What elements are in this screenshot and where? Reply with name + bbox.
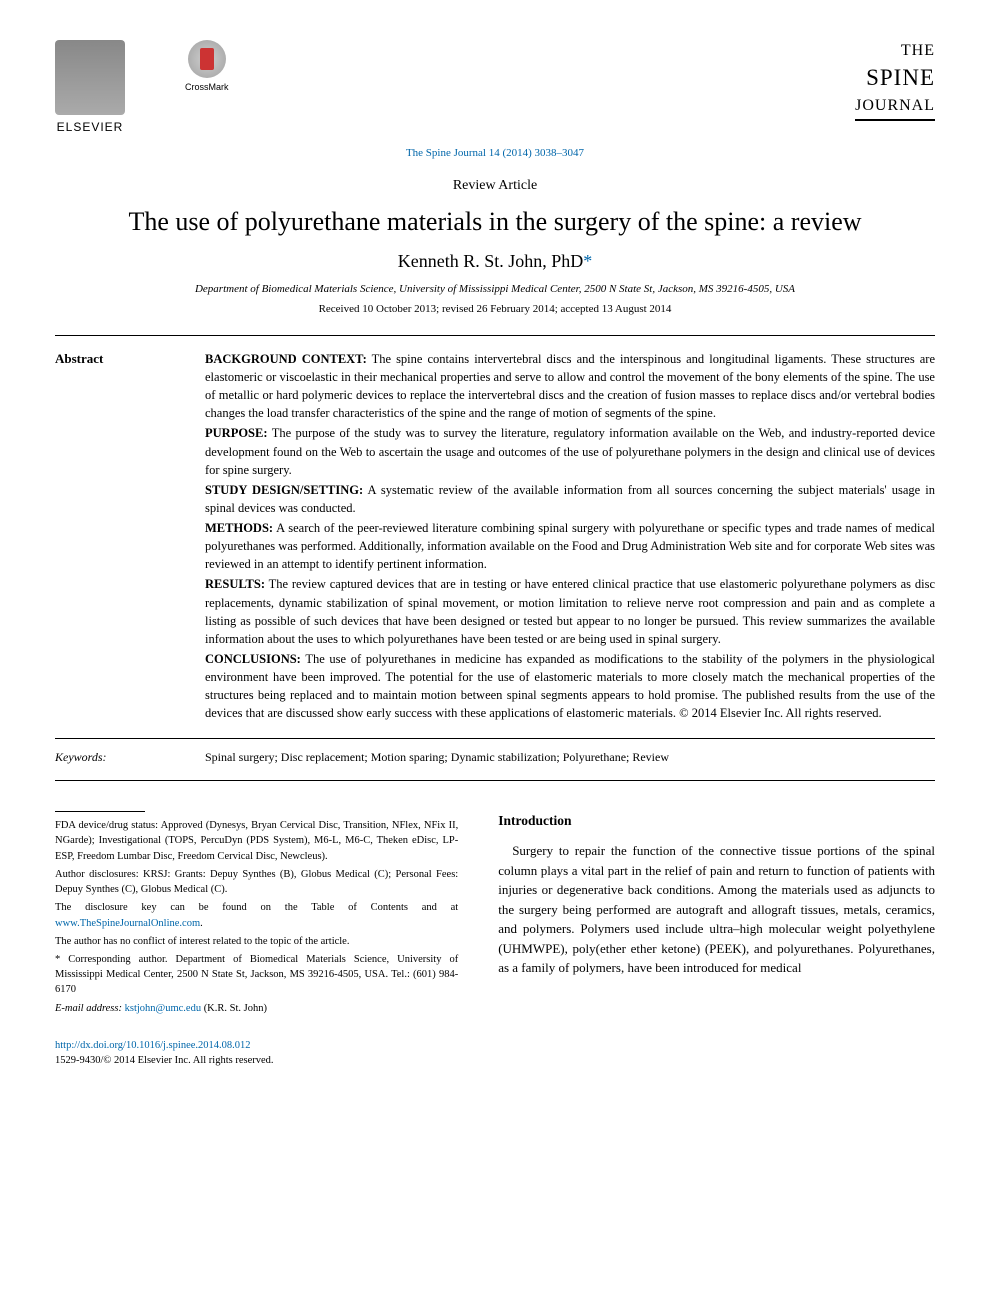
email-label: E-mail address: xyxy=(55,1003,125,1014)
article-type: Review Article xyxy=(55,176,935,196)
disclosure-key: The disclosure key can be found on the T… xyxy=(55,900,458,930)
keywords-label: Keywords: xyxy=(55,749,185,766)
rule-bottom xyxy=(55,780,935,781)
crossmark-badge[interactable]: CrossMark xyxy=(185,40,229,94)
author-line: Kenneth R. St. John, PhD* xyxy=(55,249,935,274)
corresponding-author: * Corresponding author. Department of Bi… xyxy=(55,952,458,998)
abstract-design: STUDY DESIGN/SETTING: A systematic revie… xyxy=(205,481,935,517)
email-post: (K.R. St. John) xyxy=(201,1003,267,1014)
doi-link[interactable]: http://dx.doi.org/10.1016/j.spinee.2014.… xyxy=(55,1039,935,1054)
keywords-content: Spinal surgery; Disc replacement; Motion… xyxy=(205,749,935,766)
email-address[interactable]: kstjohn@umc.edu xyxy=(125,1003,201,1014)
abstract-methods: METHODS: A search of the peer-reviewed l… xyxy=(205,519,935,573)
footnote-rule xyxy=(55,811,145,812)
author-disclosures: Author disclosures: KRSJ: Grants: Depuy … xyxy=(55,867,458,897)
background-head: BACKGROUND CONTEXT: xyxy=(205,352,367,366)
abstract-content: BACKGROUND CONTEXT: The spine contains i… xyxy=(205,350,935,725)
affiliation: Department of Biomedical Materials Scien… xyxy=(55,282,935,297)
article-title: The use of polyurethane materials in the… xyxy=(55,206,935,237)
elsevier-label: ELSEVIER xyxy=(57,119,124,136)
conclusions-head: CONCLUSIONS: xyxy=(205,652,301,666)
disclosure-post: . xyxy=(200,918,203,929)
abstract-purpose: PURPOSE: The purpose of the study was to… xyxy=(205,424,935,478)
header-left: ELSEVIER CrossMark xyxy=(55,40,229,136)
author-name: Kenneth R. St. John, PhD xyxy=(398,251,584,271)
footer-area: FDA device/drug status: Approved (Dynesy… xyxy=(55,811,935,1019)
abstract-conclusions: CONCLUSIONS: The use of polyurethanes in… xyxy=(205,650,935,723)
crossmark-label: CrossMark xyxy=(185,81,229,94)
methods-text: A search of the peer-reviewed literature… xyxy=(205,521,935,571)
issn-copyright: 1529-9430/© 2014 Elsevier Inc. All right… xyxy=(55,1054,935,1069)
footer-left: FDA device/drug status: Approved (Dynesy… xyxy=(55,811,458,1019)
header-row: ELSEVIER CrossMark THE SPINE JOURNAL xyxy=(55,40,935,136)
journal-spine: SPINE xyxy=(855,62,935,94)
journal-logo: THE SPINE JOURNAL xyxy=(855,40,935,121)
introduction-paragraph: Surgery to repair the function of the co… xyxy=(498,841,935,978)
conclusions-text: The use of polyurethanes in medicine has… xyxy=(205,652,935,720)
abstract-background: BACKGROUND CONTEXT: The spine contains i… xyxy=(205,350,935,423)
crossmark-bookmark-icon xyxy=(200,48,214,70)
purpose-text: The purpose of the study was to survey t… xyxy=(205,426,935,476)
email-line: E-mail address: kstjohn@umc.edu (K.R. St… xyxy=(55,1001,458,1016)
introduction-column: Introduction Surgery to repair the funct… xyxy=(498,811,935,1019)
abstract-block: Abstract BACKGROUND CONTEXT: The spine c… xyxy=(55,336,935,739)
bottom-line: http://dx.doi.org/10.1016/j.spinee.2014.… xyxy=(55,1039,935,1068)
elsevier-logo: ELSEVIER xyxy=(55,40,125,136)
journal-the: THE xyxy=(855,40,935,62)
design-head: STUDY DESIGN/SETTING: xyxy=(205,483,363,497)
disclosure-pre: The disclosure key can be found on the T… xyxy=(55,902,458,913)
keywords-block: Keywords: Spinal surgery; Disc replaceme… xyxy=(55,739,935,780)
journal-journal: JOURNAL xyxy=(855,95,935,121)
methods-head: METHODS: xyxy=(205,521,273,535)
introduction-heading: Introduction xyxy=(498,811,935,831)
conflict-statement: The author has no conflict of interest r… xyxy=(55,934,458,949)
citation-line[interactable]: The Spine Journal 14 (2014) 3038–3047 xyxy=(55,146,935,161)
disclosures-text: Author disclosures: KRSJ: Grants: Depuy … xyxy=(55,869,458,895)
article-dates: Received 10 October 2013; revised 26 Feb… xyxy=(55,302,935,317)
results-text: The review captured devices that are in … xyxy=(205,577,935,645)
abstract-results: RESULTS: The review captured devices tha… xyxy=(205,575,935,648)
purpose-head: PURPOSE: xyxy=(205,426,268,440)
elsevier-tree-icon xyxy=(55,40,125,115)
abstract-label: Abstract xyxy=(55,350,185,725)
crossmark-icon xyxy=(188,40,226,78)
journal-page: ELSEVIER CrossMark THE SPINE JOURNAL The… xyxy=(0,0,990,1098)
results-head: RESULTS: xyxy=(205,577,265,591)
disclosure-link[interactable]: www.TheSpineJournalOnline.com xyxy=(55,918,200,929)
fda-status: FDA device/drug status: Approved (Dynesy… xyxy=(55,818,458,864)
author-asterisk: * xyxy=(583,251,592,271)
